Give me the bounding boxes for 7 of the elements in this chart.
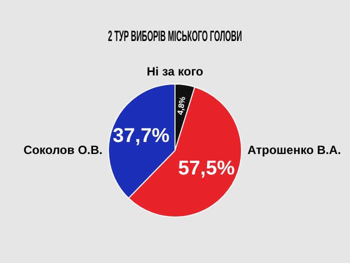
slice-label: Соколов О.В.: [23, 142, 102, 157]
data-label: 37,7%: [112, 125, 170, 148]
data-label: 4,8%: [176, 96, 188, 116]
slice-label: Ні за кого: [146, 64, 204, 78]
chart-title: 2 ТУР ВИБОРІВ МІСЬКОГО ГОЛОВИ: [108, 27, 242, 45]
data-label: 57,5%: [178, 158, 235, 180]
slice-label: Атрошенко В.А.: [248, 142, 341, 157]
